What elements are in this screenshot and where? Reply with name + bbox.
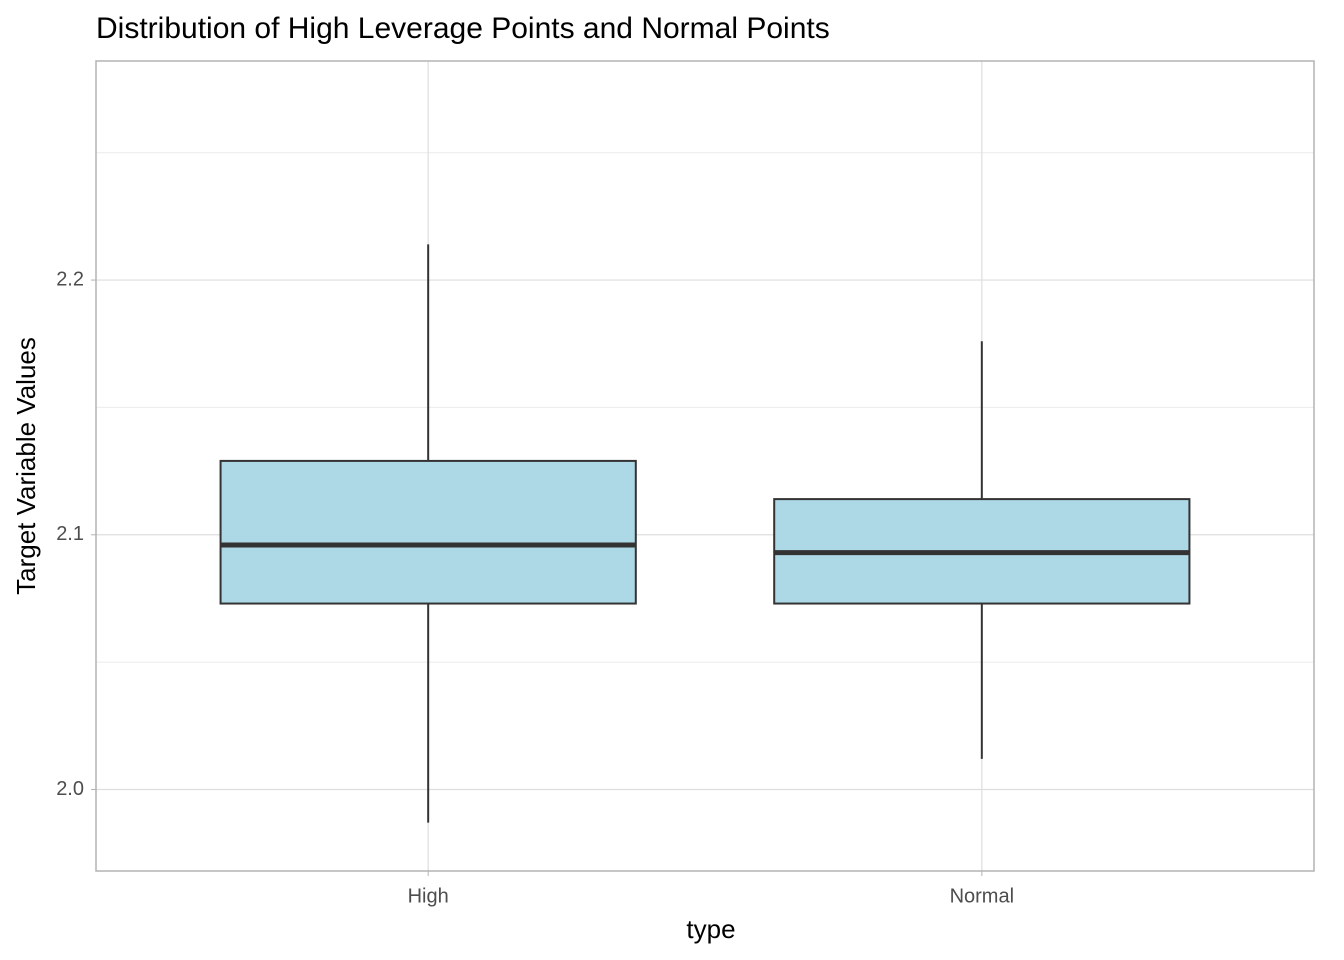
y-tick-label: 2.2	[56, 268, 84, 290]
y-axis-title: Target Variable Values	[11, 337, 41, 595]
box	[219, 459, 637, 605]
x-tick-label: Normal	[950, 885, 1014, 907]
panel-border	[95, 60, 1315, 872]
y-tick-label: 2.0	[56, 778, 84, 800]
x-tick-label: High	[408, 885, 449, 907]
chart-title: Distribution of High Leverage Points and…	[96, 12, 830, 45]
x-axis-title: type	[686, 914, 735, 944]
y-tick-label: 2.1	[56, 523, 84, 545]
